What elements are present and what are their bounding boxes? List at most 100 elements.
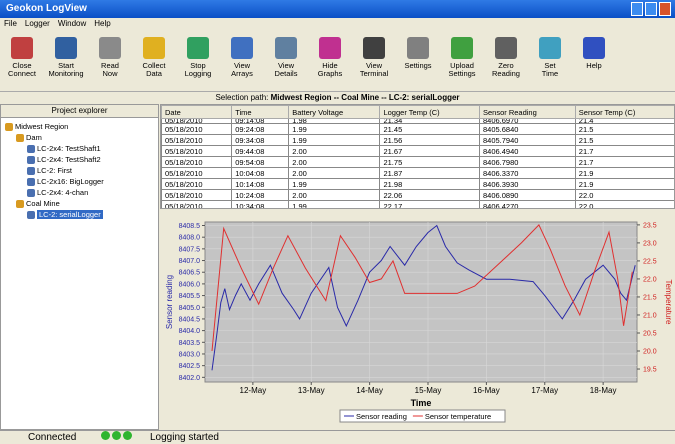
minimize-button[interactable] xyxy=(631,2,643,16)
toolbar-button[interactable]: Help xyxy=(572,31,616,91)
tree-node[interactable]: Coal Mine xyxy=(5,198,158,209)
node-icon xyxy=(27,211,35,219)
icon xyxy=(99,37,121,59)
button-label: Now xyxy=(88,70,132,78)
y-tick-label: 8404.5 xyxy=(179,316,201,323)
status-message: Logging started xyxy=(150,431,219,444)
y-tick-label: 8408.0 xyxy=(179,235,201,242)
table-cell: 05/18/2010 xyxy=(162,190,232,201)
table-cell: 2.00 xyxy=(289,157,380,168)
tree-node[interactable]: LC-2x4: TestShaft1 xyxy=(5,143,158,154)
tree-node[interactable]: LC-2x4: 4-chan xyxy=(5,187,158,198)
y2-tick-label: 20.5 xyxy=(643,330,657,337)
table-cell: 21.9 xyxy=(575,179,675,190)
y2-tick-label: 23.5 xyxy=(643,222,657,229)
button-label: Monitoring xyxy=(44,70,88,78)
tree-node[interactable]: LC-2: serialLogger xyxy=(5,209,158,220)
icon xyxy=(319,37,341,59)
button-label: Arrays xyxy=(220,70,264,78)
table-cell: 10:24:08 xyxy=(232,190,289,201)
tree-node[interactable]: LC-2: First xyxy=(5,165,158,176)
table-cell: 05/18/2010 xyxy=(162,201,232,210)
y2-tick-label: 19.5 xyxy=(643,367,657,374)
legend-label: Sensor reading xyxy=(356,412,407,421)
table-cell: 21.7 xyxy=(575,146,675,157)
table-cell: 10:34:08 xyxy=(232,201,289,210)
table-cell: 2.00 xyxy=(289,146,380,157)
node-icon xyxy=(27,167,35,175)
y-tick-label: 8402.5 xyxy=(179,363,201,370)
y2-tick-label: 22.5 xyxy=(643,258,657,265)
table-cell: 10:04:08 xyxy=(232,168,289,179)
y2-tick-label: 22.0 xyxy=(643,276,657,283)
table-cell: 8406.7980 xyxy=(479,157,575,168)
toolbar-button[interactable]: Settings xyxy=(396,31,440,91)
tree-node[interactable]: Midwest Region xyxy=(5,121,158,132)
y-tick-label: 8407.5 xyxy=(179,246,201,253)
table-cell: 1.99 xyxy=(289,179,380,190)
icon xyxy=(11,37,33,59)
button-label: Settings xyxy=(396,62,440,70)
table-cell: 21.98 xyxy=(380,179,480,190)
y-tick-label: 8402.0 xyxy=(179,375,201,382)
window-controls xyxy=(631,2,671,16)
table-cell: 8406.0890 xyxy=(479,190,575,201)
table-cell: 1.99 xyxy=(289,135,380,146)
table-cell: 8406.4940 xyxy=(479,146,575,157)
tree-node[interactable]: Dam xyxy=(5,132,158,143)
table-cell: 2.00 xyxy=(289,168,380,179)
maximize-button[interactable] xyxy=(645,2,657,16)
table-cell: 22.06 xyxy=(380,190,480,201)
table-cell: 8406.3930 xyxy=(479,179,575,190)
table-cell: 8406.4270 xyxy=(479,201,575,210)
table-cell: 05/18/2010 xyxy=(162,179,232,190)
node-label: LC-2x16: BigLogger xyxy=(37,177,104,186)
tree-node[interactable]: LC-2x4: TestShaft2 xyxy=(5,154,158,165)
status-lights xyxy=(101,431,132,444)
tree-node[interactable]: LC-2x16: BigLogger xyxy=(5,176,158,187)
y-tick-label: 8408.5 xyxy=(179,223,201,230)
x-tick-label: 18-May xyxy=(590,386,617,395)
menu-item[interactable]: Window xyxy=(58,19,86,28)
status-bar: Connected Logging started xyxy=(0,430,675,444)
node-icon xyxy=(5,123,13,131)
table-cell: 8405.6840 xyxy=(479,124,575,135)
icon xyxy=(143,37,165,59)
menu-bar: File Logger Window Help xyxy=(0,18,675,30)
y2-axis-label: Temperature xyxy=(664,280,673,325)
menu-item[interactable]: File xyxy=(4,19,17,28)
x-tick-label: 16-May xyxy=(473,386,500,395)
selection-value: Midwest Region -- Coal Mine -- LC-2: ser… xyxy=(271,93,460,102)
button-label: Data xyxy=(132,70,176,78)
table-cell: 21.5 xyxy=(575,124,675,135)
menu-item[interactable]: Help xyxy=(94,19,110,28)
explorer-header: Project explorer xyxy=(1,105,158,118)
close-button[interactable] xyxy=(659,2,671,16)
selection-path: Selection path: Midwest Region -- Coal M… xyxy=(0,92,675,103)
y-tick-label: 8403.0 xyxy=(179,351,201,358)
icon xyxy=(583,37,605,59)
menu-item[interactable]: Logger xyxy=(25,19,50,28)
